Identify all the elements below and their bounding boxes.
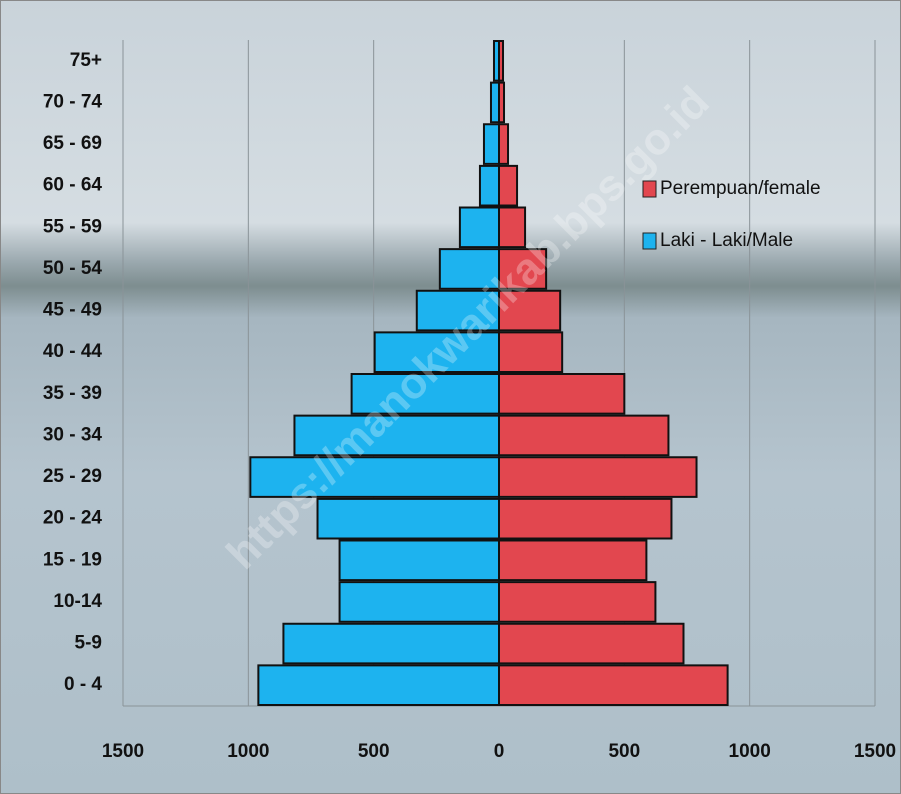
category-label: 0 - 4	[64, 674, 102, 695]
bar	[499, 332, 562, 372]
legend-label: Laki - Laki/Male	[660, 230, 793, 251]
bar	[340, 582, 499, 622]
category-label: 35 - 39	[43, 383, 102, 404]
bar	[480, 166, 499, 206]
x-tick-label: 0	[494, 741, 505, 762]
legend-label: Perempuan/female	[660, 178, 821, 199]
x-tick-label: 1000	[729, 741, 771, 762]
x-tick-label: 1000	[227, 741, 269, 762]
category-label: 20 - 24	[43, 508, 103, 529]
category-label: 45 - 49	[43, 300, 102, 321]
bar	[499, 166, 517, 206]
bar	[499, 665, 728, 705]
bar	[499, 541, 646, 581]
bar	[499, 124, 508, 164]
bar	[499, 582, 655, 622]
bar	[499, 457, 697, 497]
category-label: 40 - 44	[43, 341, 103, 362]
category-label: 5-9	[75, 633, 102, 654]
bar	[499, 624, 683, 664]
bar	[318, 499, 499, 539]
category-label: 70 - 74	[43, 91, 103, 112]
bar	[499, 416, 668, 456]
bar	[258, 665, 499, 705]
bar	[340, 541, 499, 581]
bar	[499, 374, 624, 414]
category-label: 60 - 64	[43, 175, 103, 196]
bar	[491, 83, 499, 123]
bar	[460, 208, 499, 248]
bar	[283, 624, 499, 664]
bar	[499, 499, 671, 539]
x-tick-label: 1500	[102, 741, 144, 762]
category-label: 65 - 69	[43, 133, 102, 154]
category-label: 75+	[70, 50, 102, 71]
category-label: 30 - 34	[43, 424, 103, 445]
category-label: 15 - 19	[43, 549, 102, 570]
legend-swatch	[643, 233, 656, 249]
bar	[484, 124, 499, 164]
category-label: 25 - 29	[43, 466, 102, 487]
category-label: 55 - 59	[43, 216, 102, 237]
category-label: 50 - 54	[43, 258, 103, 279]
chart: 1500 1000 500 0 500 1000 1500 0 - 4 5-9 10-14 15 -…	[0, 0, 901, 794]
x-tick-label: 500	[608, 741, 640, 762]
x-tick-label: 500	[358, 741, 390, 762]
category-label: 10-14	[53, 591, 102, 612]
x-tick-label: 1500	[854, 741, 896, 762]
bar	[494, 41, 499, 81]
